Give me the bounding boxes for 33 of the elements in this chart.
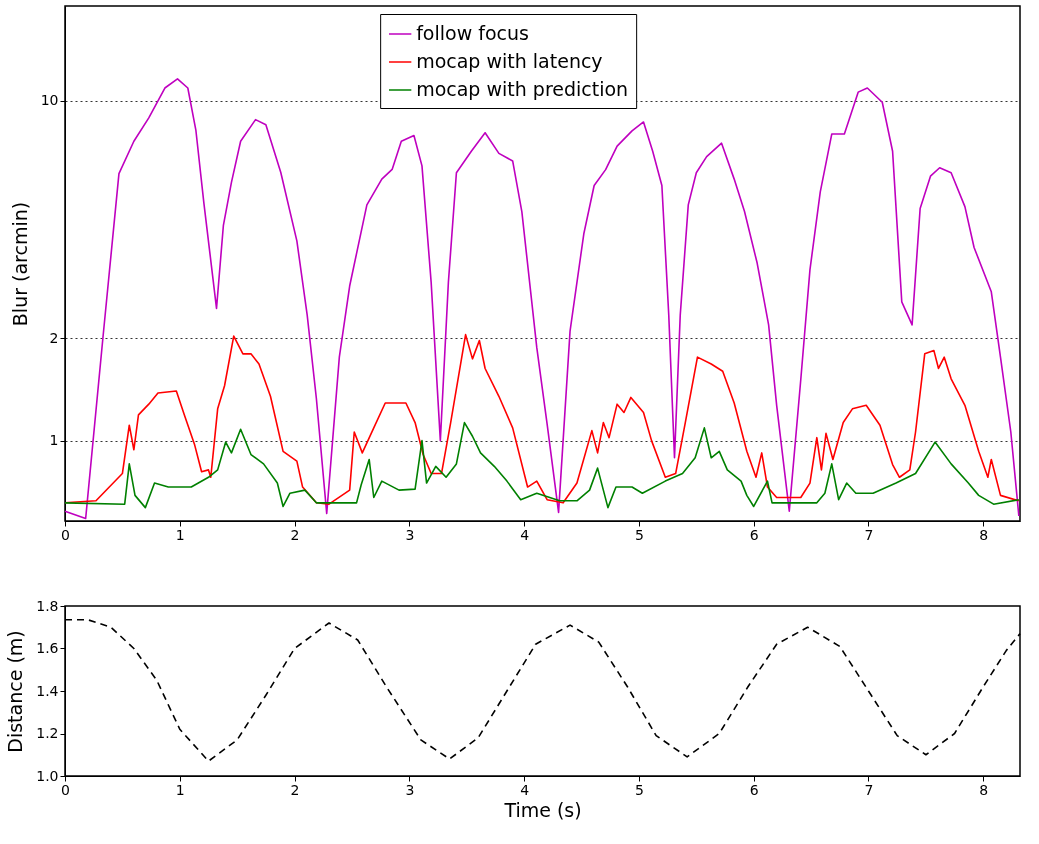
x-axis-title: Time (s) xyxy=(503,798,582,821)
y-tick-label: 1.0 xyxy=(36,767,59,784)
x-tick-label: 6 xyxy=(749,526,759,543)
legend-label: mocap with prediction xyxy=(416,78,629,100)
y-tick-label: 1.6 xyxy=(36,640,59,656)
y-axis-title: Blur (arcmin) xyxy=(8,201,31,327)
y-tick-label: 2 xyxy=(49,329,59,346)
x-tick-label: 4 xyxy=(520,526,530,543)
x-tick-label: 5 xyxy=(634,781,644,798)
y-tick-label: 1.2 xyxy=(36,725,59,741)
x-tick-label: 7 xyxy=(864,526,874,543)
x-tick-label: 4 xyxy=(520,781,530,798)
y-tick-label: 1.4 xyxy=(36,682,59,699)
y-tick-label: 1.8 xyxy=(36,597,59,614)
x-tick-label: 8 xyxy=(979,526,989,543)
x-tick-label: 0 xyxy=(61,526,70,543)
x-tick-label: 3 xyxy=(405,526,415,543)
x-tick-label: 3 xyxy=(405,781,415,798)
x-tick-label: 2 xyxy=(290,781,300,798)
x-tick-label: 7 xyxy=(864,781,874,798)
legend-label: follow focus xyxy=(416,22,529,44)
x-tick-label: 8 xyxy=(979,781,989,798)
legend-label: mocap with latency xyxy=(416,50,603,72)
x-tick-label: 0 xyxy=(61,781,70,798)
y-tick-label: 1 xyxy=(49,432,59,449)
x-tick-label: 6 xyxy=(749,781,759,798)
x-tick-label: 2 xyxy=(290,526,300,543)
x-tick-label: 5 xyxy=(634,526,644,543)
y-axis-title: Distance (m) xyxy=(4,630,27,753)
line-series xyxy=(64,421,1020,509)
x-tick-label: 1 xyxy=(175,526,185,543)
x-tick-label: 1 xyxy=(175,781,185,798)
y-tick-label: 10 xyxy=(40,92,59,109)
